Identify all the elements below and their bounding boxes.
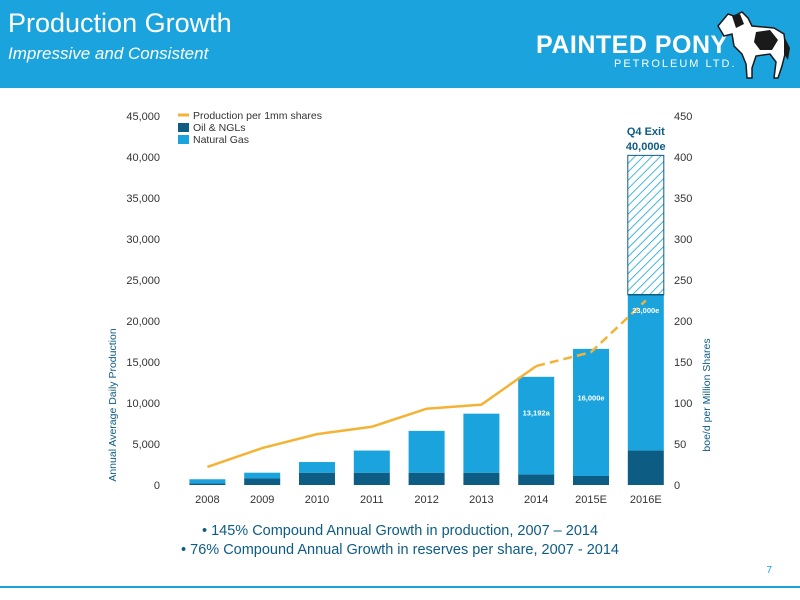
logo-subtitle: PETROLEUM LTD. xyxy=(614,58,737,70)
bar-segment xyxy=(299,462,335,473)
x-tick-label: 2012 xyxy=(414,494,438,506)
page-subtitle: Impressive and Consistent xyxy=(8,44,209,63)
bar-segment xyxy=(408,430,445,473)
logo-wordmark: PAINTED PONY xyxy=(536,31,728,59)
bar-segment xyxy=(518,376,555,475)
x-tick-label: 2008 xyxy=(195,494,219,506)
y-tick-label-left: 0 xyxy=(154,480,160,492)
y-tick-label-right: 400 xyxy=(674,152,692,164)
bar-segment xyxy=(627,294,664,451)
bar-data-label: 16,000e xyxy=(577,394,604,403)
bar-segment xyxy=(573,348,609,476)
x-tick-label: 2014 xyxy=(524,494,548,506)
bar-segment xyxy=(573,475,609,485)
header-banner: Production Growth Impressive and Consist… xyxy=(0,0,800,88)
y-tick-label-right: 250 xyxy=(674,275,692,287)
y-tick-label-left: 40,000 xyxy=(126,152,160,164)
x-tick-label: 2016E xyxy=(630,494,662,506)
production-chart: 0 5,000 10,000 15,000 20,000 25,000 30,000 35,0… xyxy=(107,110,713,506)
y-tick-label-right: 200 xyxy=(674,316,692,328)
x-tick-label: 2011 xyxy=(360,494,384,506)
bar-segment xyxy=(353,472,390,485)
y-axis-label-left: Annual Average Daily Production xyxy=(107,328,119,481)
bullet-item: • 145% Compound Annual Growth in product… xyxy=(201,523,599,539)
q4-exit-annotation: 40,000e xyxy=(626,141,666,153)
x-tick-label: 2010 xyxy=(305,494,329,506)
bar-segment xyxy=(463,413,500,473)
production-per-share-line xyxy=(206,365,537,469)
footer-divider xyxy=(0,586,800,588)
x-tick-label: 2015E xyxy=(575,494,607,506)
bar-segment xyxy=(627,450,664,485)
y-tick-label-left: 45,000 xyxy=(126,111,160,123)
y-tick-label-left: 30,000 xyxy=(126,234,160,246)
bar-segment xyxy=(244,472,281,479)
bar-data-label: 13,192a xyxy=(523,408,551,417)
q4-exit-annotation: Q4 Exit xyxy=(627,126,665,138)
y-axis-label-right: boe/d per Million Shares xyxy=(701,338,713,451)
y-tick-label-right: 50 xyxy=(674,439,686,451)
bar-segment xyxy=(299,472,335,485)
bullet-item: • 76% Compound Annual Growth in reserves… xyxy=(181,542,619,558)
horse-logo-icon xyxy=(717,11,790,79)
bar-data-label: 23,000e xyxy=(632,306,659,315)
y-tick-label-left: 20,000 xyxy=(126,316,160,328)
bullet-text: 76% Compound Annual Growth in reserves p… xyxy=(190,542,619,558)
page-number: 7 xyxy=(766,565,772,576)
y-tick-label-left: 15,000 xyxy=(126,357,160,369)
y-tick-label-right: 100 xyxy=(674,398,692,410)
company-logo: PAINTED PONY PETROLEUM LTD. xyxy=(520,6,792,82)
legend-label: Production per 1mm shares xyxy=(193,110,322,122)
bar-segment xyxy=(518,474,555,485)
page-title: Production Growth xyxy=(8,8,232,38)
legend-label: Natural Gas xyxy=(193,134,249,146)
y-tick-label-left: 25,000 xyxy=(126,275,160,287)
bar-segment xyxy=(627,154,665,296)
x-tick-label: 2009 xyxy=(250,494,274,506)
bullet-text: 145% Compound Annual Growth in productio… xyxy=(211,523,599,539)
legend-swatch-oil xyxy=(178,123,189,132)
y-tick-label-right: 0 xyxy=(674,480,680,492)
y-tick-label-left: 5,000 xyxy=(132,439,160,451)
x-tick-label: 2013 xyxy=(469,494,493,506)
y-tick-label-left: 10,000 xyxy=(126,398,160,410)
bar-segment xyxy=(463,472,500,485)
bar-segment xyxy=(408,472,445,485)
y-tick-label-left: 35,000 xyxy=(126,193,160,205)
y-tick-label-right: 300 xyxy=(674,234,692,246)
bar-segment xyxy=(244,478,281,485)
legend-label: Oil & NGLs xyxy=(193,122,246,134)
bullet-list: • 145% Compound Annual Growth in product… xyxy=(0,522,800,560)
y-tick-label-right: 150 xyxy=(674,357,692,369)
legend-swatch-gas xyxy=(178,135,189,144)
y-tick-label-right: 350 xyxy=(674,193,692,205)
y-tick-label-right: 450 xyxy=(674,111,692,123)
bar-segment xyxy=(353,450,390,473)
bar-segment xyxy=(189,483,226,485)
production-per-share-line-forecast xyxy=(535,299,647,368)
bar-segment xyxy=(189,479,226,484)
